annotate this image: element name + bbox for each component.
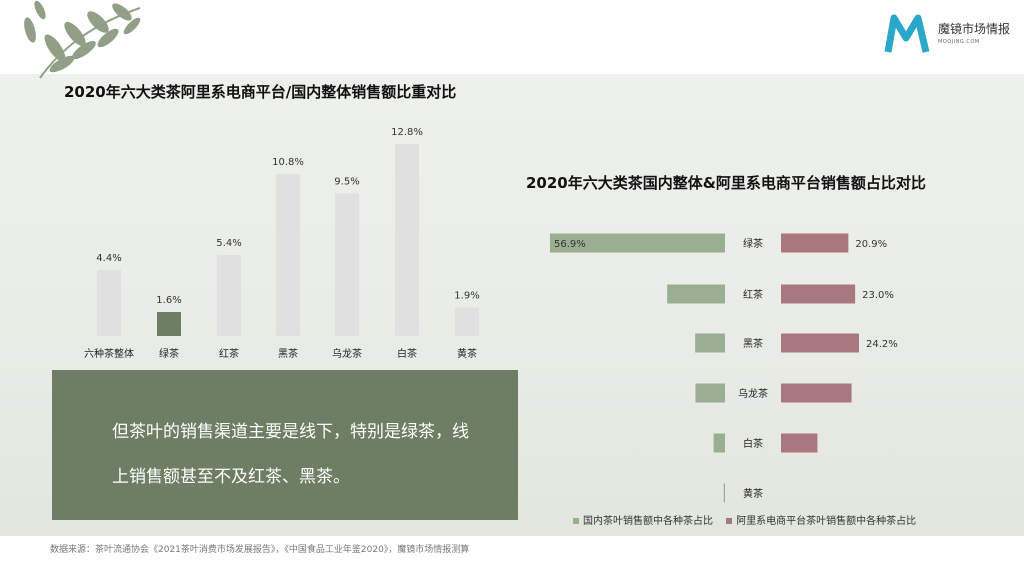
domestic-bar-1	[667, 284, 725, 304]
brand-logo-icon	[884, 14, 930, 53]
domestic-bar-4	[713, 433, 725, 453]
bar-4	[335, 193, 359, 336]
bar-6	[455, 307, 479, 336]
legend-label-domestic: 国内茶叶销售额中各种茶占比	[583, 516, 713, 527]
chart2-legend: 国内茶叶销售额中各种茶占比 阿里系电商平台茶叶销售额中各种茶占比	[573, 512, 926, 527]
domestic-bar-3	[695, 383, 725, 403]
bar-1	[157, 312, 181, 336]
domestic-value-label: 56.9%	[554, 239, 586, 250]
alibaba-value-label: 20.9%	[855, 239, 887, 250]
alibaba-bar-1	[781, 284, 856, 304]
bar-value-label: 1.9%	[454, 291, 479, 302]
category-label: 红茶	[219, 347, 239, 360]
category-label: 黑茶	[278, 347, 298, 360]
leaf-decoration	[24, 0, 141, 79]
legend-swatch-domestic	[573, 518, 579, 524]
bar-0	[97, 270, 121, 336]
category-label: 绿茶	[159, 347, 179, 360]
category-label: 绿茶	[743, 237, 763, 250]
bar-value-label: 4.4%	[96, 253, 121, 264]
category-label: 红茶	[743, 288, 763, 301]
category-label: 六种茶整体	[84, 347, 134, 360]
alibaba-bar-4	[781, 433, 818, 453]
category-label: 白茶	[397, 347, 417, 360]
legend-label-alibaba: 阿里系电商平台茶叶销售额中各种茶占比	[736, 516, 917, 527]
category-label: 黄茶	[457, 347, 477, 360]
alibaba-bar-2	[781, 333, 859, 353]
alibaba-bar-3	[781, 383, 852, 403]
alibaba-value-label: 23.0%	[862, 290, 894, 301]
callout-text: 但茶叶的销售渠道主要是线下，特别是绿茶，线上销售额甚至不及红茶、黑茶。	[112, 422, 469, 487]
bar-value-label: 12.8%	[391, 127, 423, 138]
bar-value-label: 5.4%	[216, 238, 241, 249]
category-label: 黑茶	[743, 337, 763, 350]
legend-swatch-alibaba	[726, 518, 733, 524]
legend-item-alibaba: 阿里系电商平台茶叶销售额中各种茶占比	[726, 512, 916, 527]
bar-value-label: 1.6%	[156, 295, 181, 306]
legend-item-domestic: 国内茶叶销售额中各种茶占比	[573, 512, 713, 527]
domestic-bar-5	[723, 483, 725, 503]
bar-value-label: 9.5%	[334, 177, 359, 188]
bar-value-label: 10.8%	[272, 157, 304, 168]
brand-domain: MOOJING.COM	[938, 39, 980, 45]
domestic-bar-2	[695, 333, 725, 353]
category-label: 乌龙茶	[332, 347, 362, 360]
category-label: 乌龙茶	[738, 387, 768, 400]
header-band	[0, 0, 1024, 74]
category-label: 黄茶	[743, 487, 763, 500]
brand-name: 魔镜市场情报	[938, 22, 1011, 36]
alibaba-value-label: 24.2%	[866, 339, 898, 350]
bar-3	[276, 174, 300, 336]
chart2-title: 2020年六大类茶国内整体&阿里系电商平台销售额占比对比	[526, 174, 926, 192]
footer-band	[0, 536, 1024, 576]
callout-box: 但茶叶的销售渠道主要是线下，特别是绿茶，线上销售额甚至不及红茶、黑茶。	[52, 370, 518, 520]
source-note: 数据来源：茶叶流通协会《2021茶叶消费市场发展报告》，《中国食品工业年鉴202…	[50, 545, 470, 555]
bar-2	[217, 255, 241, 336]
bar-5	[395, 144, 419, 336]
chart1-title: 2020年六大类茶阿里系电商平台/国内整体销售额比重对比	[64, 83, 457, 101]
alibaba-bar-0	[781, 233, 849, 253]
category-label: 白茶	[743, 437, 763, 450]
domestic-bar-0	[550, 233, 725, 253]
